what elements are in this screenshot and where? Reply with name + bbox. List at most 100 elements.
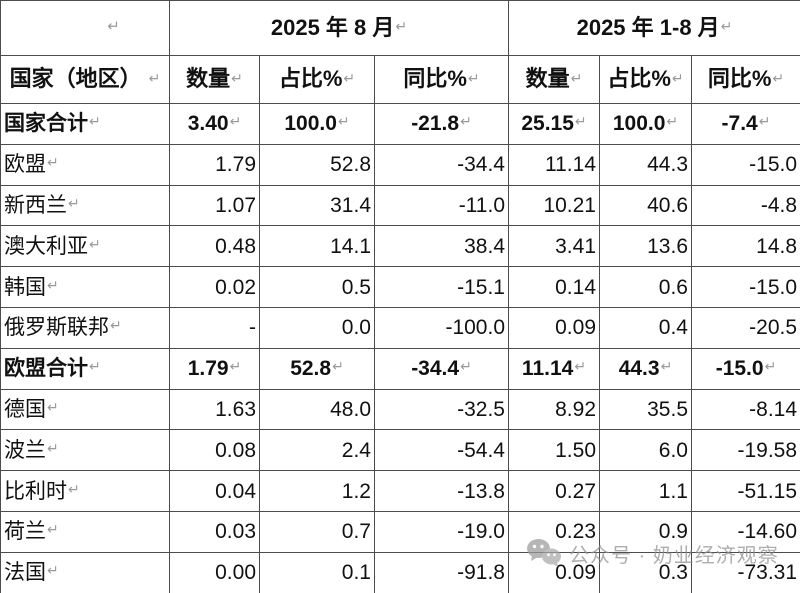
- column-header-row: 国家（地区） ↵ 数量↵ 占比%↵ 同比%↵ 数量↵ 占比%↵ 同比%↵: [0, 55, 800, 104]
- period-header-row: ↵ 2025 年 8 月↵ 2025 年 1-8 月 ↵: [0, 0, 800, 56]
- return-mark: ↵: [89, 358, 101, 375]
- value: 0.9: [658, 520, 688, 544]
- value-cell: -15.0: [690, 266, 800, 308]
- value-cell: 0.09: [508, 306, 600, 349]
- country-name: 荷兰: [4, 520, 46, 544]
- value: 0.0: [341, 316, 371, 340]
- value: -54.4: [457, 438, 505, 462]
- value-cell: 14.1: [259, 225, 375, 268]
- value: 0.09: [555, 316, 596, 340]
- country-cell: 俄罗斯联邦↵: [0, 306, 170, 349]
- value-cell: 10.21: [508, 184, 600, 227]
- value-cell: 1.50: [508, 429, 600, 472]
- value: 1.1: [658, 479, 688, 503]
- value-cell: 1.1: [599, 470, 692, 512]
- country-cell: 波兰↵: [0, 429, 170, 472]
- value-cell: 0.09: [508, 551, 600, 593]
- country-name: 澳大利亚: [4, 234, 88, 258]
- value-cell: -54.4: [374, 429, 509, 472]
- value: -19.0: [457, 520, 505, 544]
- column-header-label: 同比%: [707, 66, 772, 92]
- value: 25.15: [521, 112, 574, 136]
- country-name: 俄罗斯联邦: [4, 316, 109, 340]
- table-row: 欧盟合计↵ 1.79↵ 52.8↵ -34.4↵ 11.14↵ 44.3↵ -15.0↵: [0, 347, 800, 390]
- value-cell: 0.23: [508, 510, 600, 553]
- value-cell: 100.0↵: [599, 103, 692, 145]
- value: -7.4: [721, 112, 758, 136]
- value-cell: 0.1: [259, 551, 375, 593]
- value-cell: 13.6: [599, 225, 692, 268]
- value: 44.3: [647, 153, 688, 177]
- table-row: 澳大利亚↵ 0.48 14.1 38.4 3.41 13.6 14.8: [0, 225, 800, 268]
- value: 0.5: [341, 275, 371, 299]
- value: 52.8: [330, 153, 371, 177]
- return-mark: ↵: [570, 69, 583, 86]
- country-cell: 澳大利亚↵: [0, 225, 170, 268]
- value-cell: -32.5: [374, 388, 509, 431]
- value: 13.6: [647, 234, 688, 258]
- value: 0.1: [341, 561, 371, 585]
- return-mark: ↵: [467, 69, 480, 86]
- value-cell: -7.4↵: [690, 103, 800, 145]
- value-cell: 0.48: [169, 225, 260, 268]
- value: 35.5: [647, 397, 688, 421]
- country-cell: 德国↵: [0, 388, 170, 431]
- value-cell: 52.8: [259, 143, 375, 186]
- column-header-yoy-1: 同比%↵: [374, 55, 509, 104]
- country-name: 韩国: [4, 275, 46, 299]
- period-header-aug: 2025 年 8 月↵: [169, 0, 509, 56]
- value: 0.23: [555, 520, 596, 544]
- country-cell: 比利时↵: [0, 470, 170, 512]
- period-label: 2025 年 1-8 月: [576, 14, 720, 40]
- table-row: 德国↵ 1.63 48.0 -32.5 8.92 35.5 -8.14: [0, 388, 800, 431]
- country-cell: 新西兰↵: [0, 184, 170, 227]
- return-mark: ↵: [395, 18, 408, 34]
- value-cell: -8.14: [690, 388, 800, 431]
- value: 0.3: [658, 561, 688, 585]
- value-cell: 0.08: [169, 429, 260, 472]
- value: 1.07: [215, 193, 256, 217]
- return-mark: ↵: [574, 113, 587, 130]
- value-cell: 25.15↵: [508, 103, 600, 145]
- column-header-label: 占比%: [278, 66, 343, 92]
- value: -34.4: [411, 357, 460, 381]
- country-name: 欧盟: [4, 153, 46, 177]
- value: 44.3: [618, 357, 660, 381]
- return-mark: ↵: [229, 113, 242, 130]
- value-cell: 1.79↵: [169, 347, 260, 390]
- return-mark: ↵: [148, 69, 161, 86]
- value-cell: -4.8: [690, 184, 800, 227]
- table-row: 比利时↵ 0.04 1.2 -13.8 0.27 1.1 -51.15: [0, 470, 800, 512]
- value: 0.02: [215, 275, 256, 299]
- value-cell: 14.8: [690, 225, 800, 268]
- column-header-yoy-2: 同比%↵: [690, 55, 800, 104]
- value-cell: 1.2: [259, 470, 375, 512]
- table-body: 国家合计↵ 3.40↵ 100.0↵ -21.8↵ 25.15↵ 100.0↵ -7.4↵ 欧…: [0, 103, 800, 593]
- table-row: 波兰↵ 0.08 2.4 -54.4 1.50 6.0 -19.58: [0, 429, 800, 472]
- column-header-label: 占比%: [607, 66, 671, 92]
- value-cell: 0.4: [599, 306, 692, 349]
- return-mark: ↵: [460, 113, 472, 130]
- country-name: 波兰: [4, 438, 46, 462]
- return-mark: ↵: [47, 276, 59, 293]
- table-row: 新西兰↵ 1.07 31.4 -11.0 10.21 40.6 -4.8: [0, 184, 800, 227]
- value: 0.09: [555, 561, 596, 585]
- value: 14.8: [756, 234, 798, 258]
- column-header-label: 国家（地区）: [9, 66, 142, 92]
- country-name: 比利时: [4, 479, 67, 503]
- return-mark: ↵: [231, 69, 243, 86]
- return-mark: ↵: [660, 358, 673, 375]
- value: -11.0: [458, 193, 505, 217]
- value: 8.92: [555, 397, 596, 421]
- value: -32.5: [457, 397, 505, 421]
- value: 31.4: [330, 193, 371, 217]
- value-cell: 100.0↵: [259, 103, 375, 145]
- column-header-label: 同比%: [403, 66, 467, 92]
- country-name: 德国: [4, 397, 46, 421]
- value: 0.03: [215, 520, 256, 544]
- return-mark: ↵: [107, 17, 120, 35]
- value-cell: 0.03: [169, 510, 260, 553]
- table-row: 国家合计↵ 3.40↵ 100.0↵ -21.8↵ 25.15↵ 100.0↵ -7.4↵: [0, 103, 800, 145]
- return-mark: ↵: [47, 439, 59, 456]
- value-cell: -21.8↵: [374, 103, 509, 145]
